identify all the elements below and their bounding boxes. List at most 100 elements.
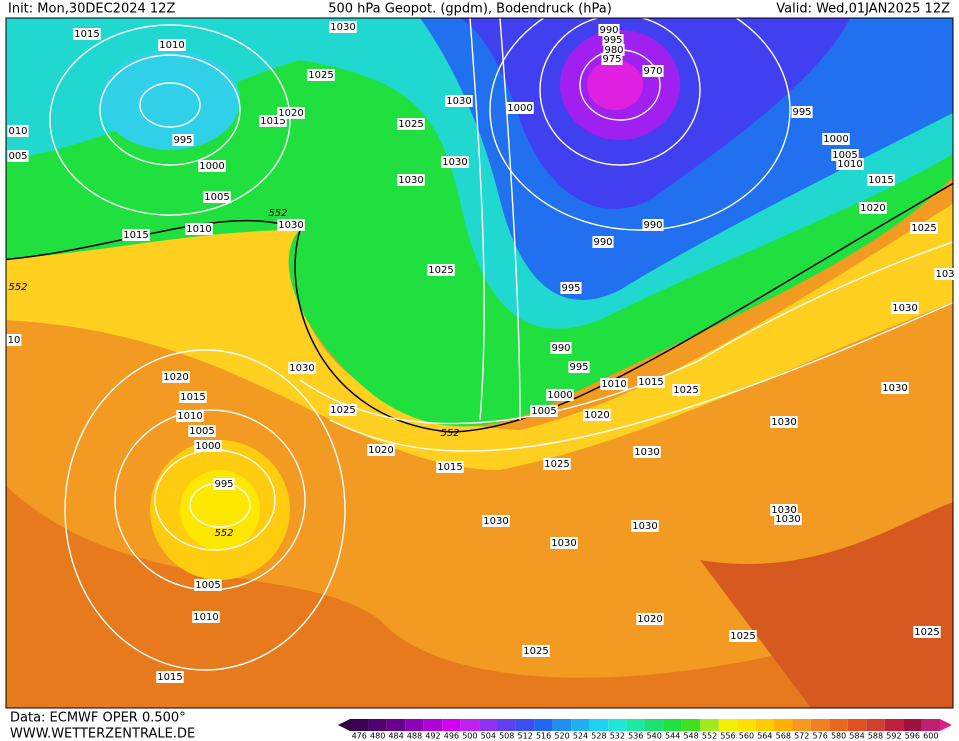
- legend-tick-label: 520: [554, 732, 569, 741]
- isobar-label-box: [445, 95, 473, 107]
- legend-swatch: [737, 719, 756, 731]
- isobar-label-box: [791, 106, 813, 118]
- map-field: [6, 18, 953, 708]
- isobar-label: 1025: [428, 265, 453, 276]
- isobar-label-box: [156, 671, 184, 683]
- isobar-label-box: [546, 389, 574, 401]
- legend-tick-label: 496: [444, 732, 459, 741]
- valid-time: Valid: Wed,01JAN2025 12Z: [776, 2, 950, 17]
- legend-swatch: [589, 719, 609, 731]
- contour-label: 552: [440, 428, 459, 439]
- isobar-label: 1030: [632, 521, 657, 532]
- legend-tick-label: 488: [407, 732, 422, 741]
- isobar-label: 010: [8, 126, 27, 137]
- site-name: WWW.WETTERZENTRALE.DE: [10, 727, 195, 741]
- isobar-label: 1030: [634, 447, 659, 458]
- isobar-label-box: [891, 302, 919, 314]
- isobar-label: 1030: [882, 383, 907, 394]
- legend-tick-label: 536: [628, 732, 643, 741]
- init-time: Init: Mon,30DEC2024 12Z: [8, 2, 175, 17]
- isobar-label: 1030: [398, 175, 423, 186]
- legend-tick-label: 588: [868, 732, 883, 741]
- isobar-label: 103: [935, 269, 954, 280]
- legend-swatch: [921, 719, 940, 731]
- isobar-label-box: [601, 53, 623, 65]
- isobar-label: 1010: [601, 379, 626, 390]
- contour-label: 552: [214, 528, 233, 539]
- isobar-label-box: [672, 384, 700, 396]
- isobar-label: 1015: [868, 175, 893, 186]
- isobar-label-box: [277, 219, 305, 231]
- isobar-label-box: [636, 613, 664, 625]
- legend-swatch: [479, 719, 498, 731]
- isobar-label: 1020: [860, 203, 885, 214]
- legend-tick-label: 512: [518, 732, 533, 741]
- legend-swatch: [829, 719, 848, 731]
- contour-label: 552: [8, 282, 27, 293]
- legend-tick-label: 564: [757, 732, 772, 741]
- isobar-label: 1000: [199, 161, 224, 172]
- isobar-label-box: [185, 223, 213, 235]
- isobar-label-box: [162, 371, 190, 383]
- legend-arrow-left: [338, 719, 350, 731]
- isobar-label: 1030: [330, 22, 355, 33]
- isobar-label: 1010: [193, 612, 218, 623]
- isobar-label-box: [6, 334, 22, 346]
- legend-swatch: [792, 719, 811, 731]
- isobar-label-box: [158, 39, 186, 51]
- isobar-label-box: [560, 282, 582, 294]
- isobar-label-box: [550, 537, 578, 549]
- isobar-label: 1000: [823, 134, 848, 145]
- legend-swatch: [903, 719, 922, 731]
- legend-swatch: [718, 719, 738, 731]
- isobar-label: 1010: [159, 40, 184, 51]
- isobar-label: 005: [8, 151, 27, 162]
- isobar-label: 1000: [195, 441, 220, 452]
- legend-arrow-right: [940, 719, 952, 731]
- legend-tick-label: 580: [831, 732, 846, 741]
- isobar-label-box: [836, 158, 864, 170]
- legend-swatch: [552, 719, 572, 731]
- isobar-label: 1005: [189, 426, 214, 437]
- isobar-label: 975: [602, 54, 621, 65]
- isobar-label: 995: [569, 362, 588, 373]
- isobar-label: 980: [604, 45, 623, 56]
- isobar-label-box: [277, 107, 305, 119]
- isobar-label-box: [583, 409, 611, 421]
- isobar-label: 1030: [771, 417, 796, 428]
- isobar-label-box: [441, 156, 469, 168]
- isobar-label: 1010: [186, 224, 211, 235]
- isobar-label-box: [600, 378, 628, 390]
- isobar-label: 1030: [278, 220, 303, 231]
- isobar-label: 1030: [551, 538, 576, 549]
- legend-tick-label: 584: [849, 732, 864, 741]
- isobar-label: 990: [599, 25, 618, 36]
- legend-tick-label: 476: [352, 732, 367, 741]
- isobar-label-box: [867, 174, 895, 186]
- legend-swatch: [626, 719, 645, 731]
- isobar-label: 970: [643, 66, 662, 77]
- isobar-label-box: [642, 219, 664, 231]
- isobar-label: 1015: [157, 672, 182, 683]
- isobar-label: 1025: [544, 459, 569, 470]
- legend-tick-label: 568: [776, 732, 791, 741]
- legend-swatch: [423, 719, 443, 731]
- legend-swatch: [460, 719, 480, 731]
- legend-swatch: [663, 719, 682, 731]
- isobar-label: 1025: [914, 627, 939, 638]
- isobar-label: 1000: [547, 390, 572, 401]
- isobar-label-box: [329, 21, 357, 33]
- isobar-label: 1020: [584, 410, 609, 421]
- isobar-label: 995: [173, 135, 192, 146]
- isobar-label-box: [122, 229, 150, 241]
- isobar-label-box: [367, 444, 395, 456]
- legend-tick-label: 596: [905, 732, 920, 741]
- isobar-label-box: [637, 376, 665, 388]
- data-source: Data: ECMWF OPER 0.500°: [10, 711, 186, 726]
- legend-swatch: [774, 719, 793, 731]
- isobar-label: 1020: [278, 108, 303, 119]
- isobar-label-box: [7, 150, 29, 162]
- isobar-label: 10: [8, 335, 21, 346]
- isobar-label-box: [179, 391, 207, 403]
